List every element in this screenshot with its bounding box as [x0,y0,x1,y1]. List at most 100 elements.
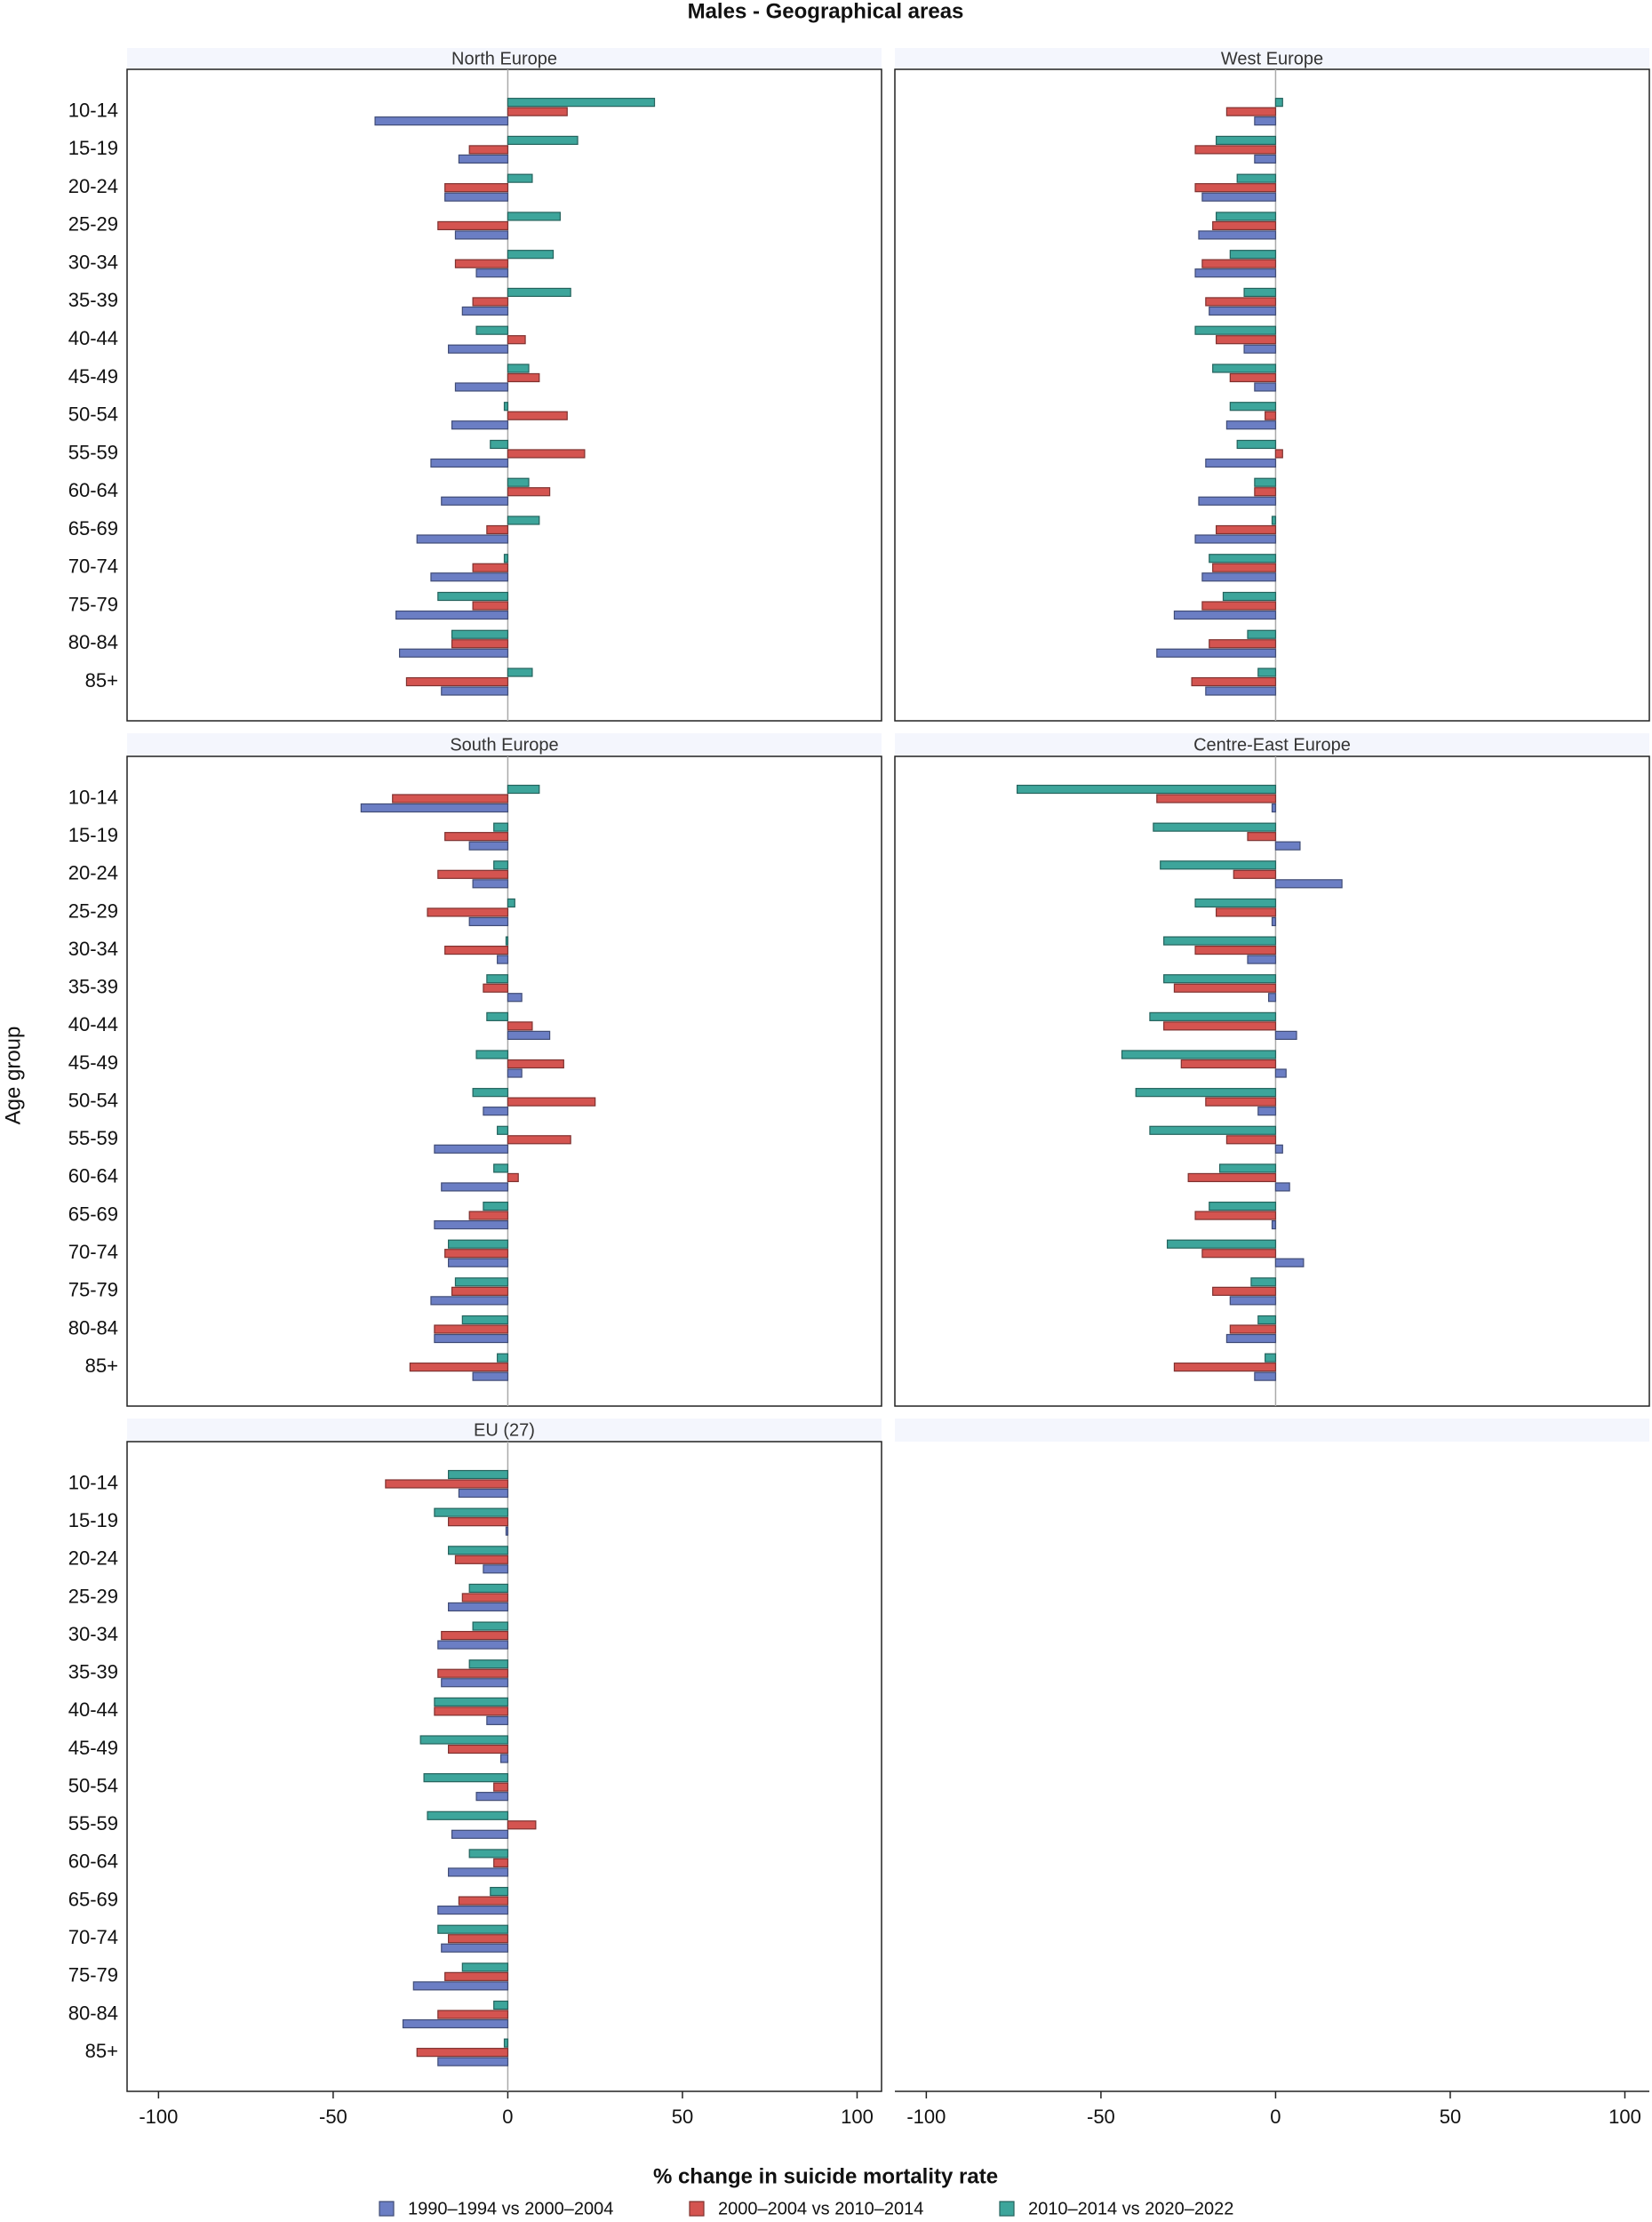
bar [1247,832,1277,842]
bar [1198,496,1277,506]
bar [1194,325,1277,335]
bar [1271,516,1277,525]
y-tick-label: 60-64 [68,479,118,501]
bar [507,173,533,183]
bar [1274,1068,1287,1078]
bar [507,287,571,298]
bar [1254,477,1277,487]
bar [1191,676,1277,687]
bar [454,382,509,392]
bar [444,1971,509,1981]
bar [448,1239,509,1249]
y-tick-label: 45-49 [68,1051,118,1074]
y-tick-label: 30-34 [68,938,118,960]
y-tick-label: 85+ [85,669,118,691]
bar [1271,916,1277,927]
bar [1257,667,1277,677]
bar [493,822,509,832]
bar [1212,563,1277,572]
bar [507,993,523,1003]
bar [468,1659,509,1669]
panel-frame [894,68,1650,722]
bar [448,1867,509,1877]
bar [441,496,509,506]
bar [1198,230,1277,240]
bar [1194,945,1277,955]
bar [507,1172,519,1183]
bar [505,1526,509,1536]
y-tick-label: 80-84 [68,631,118,653]
bar [507,411,568,420]
bar [444,1249,509,1259]
bar [1257,1107,1277,1116]
panel-title: EU (27) [474,1420,535,1440]
bar [458,1488,509,1499]
panel-header [127,48,882,69]
panel-header [127,1419,882,1442]
bar [419,1735,509,1745]
bar [385,1479,509,1489]
y-tick-label: 15-19 [68,137,118,159]
bar [1257,1315,1277,1325]
y-tick-label: 25-29 [68,899,118,922]
bar [1201,601,1277,611]
bar [430,572,509,582]
bar [1194,898,1277,908]
bar [437,220,509,231]
panel-header [895,48,1649,69]
bar [451,1286,509,1296]
bar [1209,554,1277,563]
bar [1201,1249,1277,1259]
bar [412,1981,509,1991]
legend-swatch [379,2201,395,2217]
x-tick-label: 50 [672,2106,693,2128]
bar [1222,591,1277,602]
bar [507,1030,551,1040]
bar [434,1706,509,1716]
bar [437,2010,509,2019]
bar [1201,192,1277,202]
bar [1274,879,1343,889]
bar [1205,297,1277,307]
y-tick-label: 10-14 [68,786,118,808]
bar [507,1097,596,1107]
y-tick-label: 50-54 [68,1089,118,1111]
bar [1173,1363,1277,1372]
y-tick-label: 55-59 [68,1812,118,1834]
bar [458,154,509,164]
bar [1121,1050,1277,1059]
y-tick-label: 70-74 [68,1241,118,1263]
bar [507,135,579,146]
bar [468,1849,509,1858]
y-tick-label: 80-84 [68,1316,118,1339]
bar [409,1363,509,1372]
bar [448,1602,509,1612]
bar [1274,1144,1283,1154]
bar [503,2038,509,2048]
y-tick-label: 40-44 [68,1013,118,1035]
bar [1247,629,1277,639]
bar [486,524,509,535]
x-tick-label: 100 [841,2106,874,2128]
bar [1267,993,1277,1003]
bar [441,686,509,696]
y-tick-label: 65-69 [68,1203,118,1225]
y-tick-label: 20-24 [68,862,118,884]
bar [493,1858,509,1868]
y-tick-label: 20-24 [68,1547,118,1570]
bar [1236,173,1277,183]
bar [486,974,509,984]
bar [497,955,509,964]
bar [1254,1371,1277,1381]
bar [423,1773,509,1783]
y-tick-label: 70-74 [68,556,118,578]
bar [402,2018,509,2029]
bar [1201,259,1277,268]
panel-header [127,733,882,756]
bar [374,116,509,126]
bar [444,832,509,842]
bar [1212,1286,1277,1296]
bar [1274,841,1301,851]
panel-title: West Europe [1221,49,1323,68]
